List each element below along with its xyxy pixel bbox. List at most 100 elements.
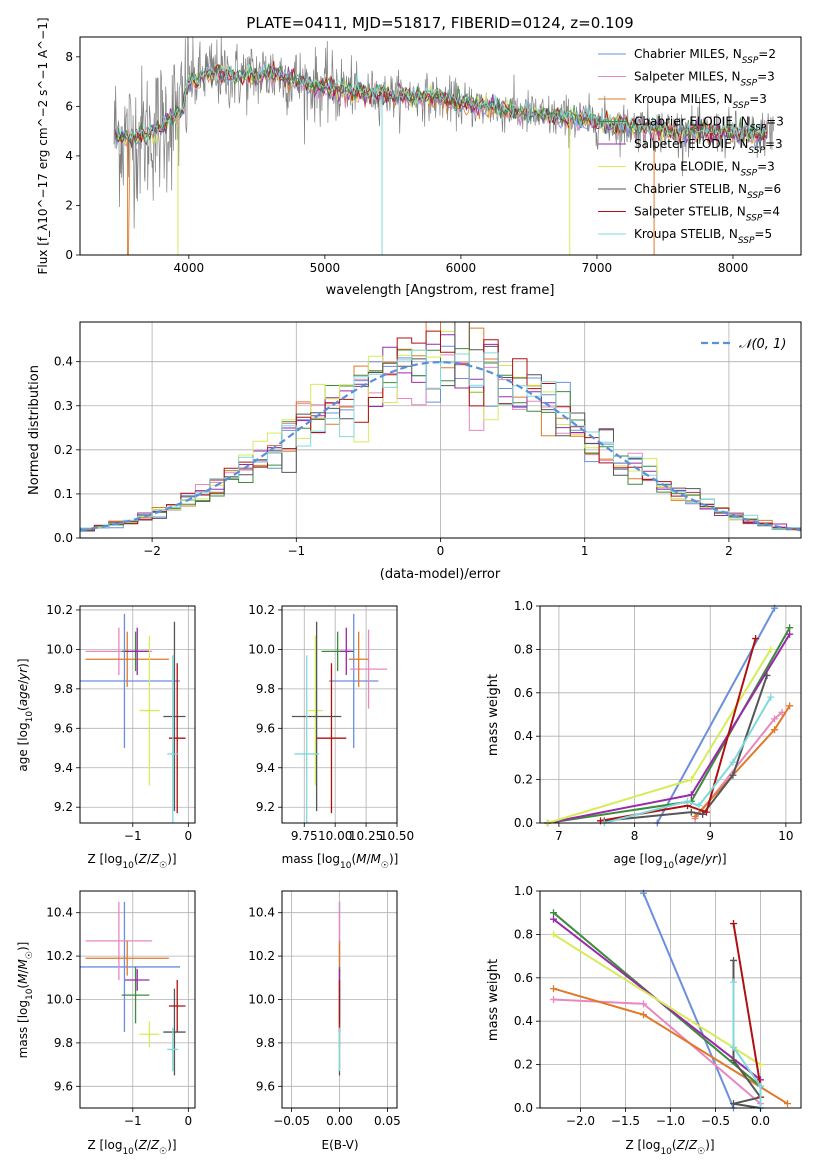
age-vs-z-x-axis-label: Z [log10(Z/Z☉)] <box>87 852 176 871</box>
series-marker-salpeter_miles <box>550 996 557 1003</box>
plot-data <box>113 37 774 255</box>
histogram-kroupa_stelib <box>80 349 801 532</box>
age-vs-mass-x-axis-label: mass [log10(M/M☉)] <box>282 852 399 871</box>
x-tick-label: 6000 <box>446 261 477 275</box>
axes-border <box>539 605 802 824</box>
axes-border <box>79 321 802 539</box>
y-tick-label: 10.2 <box>248 603 275 617</box>
plot-data <box>80 613 186 823</box>
plot-data <box>291 613 388 823</box>
massweight-vs-age-panel: 7 8 9 10 0.0 0.2 0.4 0.6 0.8 1.0 age [log10(age/yr… <box>486 599 802 871</box>
y-tick-label: 9.6 <box>256 721 275 735</box>
massweight-vs-age-x-axis-label: age [log10(age/yr)] <box>613 852 726 871</box>
y-tick-label: 0.3 <box>54 399 73 413</box>
spectrum-legend: Chabrier MILES, NSSP=2 Salpeter MILES, NS… <box>598 47 784 246</box>
series-marker-kroupa_stelib <box>767 693 775 701</box>
series-marker-kroupa_stelib <box>684 797 692 805</box>
y-tick-label: 0.0 <box>514 816 533 830</box>
x-tick-label: 8 <box>631 829 639 843</box>
x-tick-label: −1.0 <box>656 1114 685 1128</box>
x-tick-label: −2 <box>143 544 161 558</box>
x-tick-label: −1 <box>287 544 305 558</box>
y-tick-label: 1.0 <box>514 884 533 898</box>
y-tick-label: 0.2 <box>514 773 533 787</box>
y-tick-label: 2 <box>65 198 73 212</box>
series-marker-kroupa_stelib <box>730 978 737 986</box>
spectrum-panel: Chabrier MILES, NSSP=2 Salpeter MILES, NS… <box>36 17 802 298</box>
x-tick-label: 0.0 <box>751 1114 770 1128</box>
series-marker-chabrier_stelib <box>763 671 771 679</box>
y-tick-label: 0.2 <box>54 443 73 457</box>
series-marker-chabrier_stelib <box>730 1100 737 1108</box>
x-tick-label: 0 <box>185 829 193 843</box>
x-tick-label: 10.50 <box>380 829 414 843</box>
series-marker-chabrier_stelib <box>730 1056 737 1064</box>
x-tick-label: 2 <box>725 544 733 558</box>
axes-border <box>79 36 802 256</box>
series-marker-kroupa_stelib <box>729 758 737 766</box>
y-tick-label: 8 <box>65 50 73 64</box>
series-line-kroupa_stelib <box>732 982 762 1108</box>
massweight-vs-age-y-axis-label: mass weight <box>486 674 501 756</box>
series-marker-kroupa_miles <box>771 726 779 734</box>
series-line-chabrier_miles <box>642 892 735 1109</box>
y-tick-label: 10.2 <box>248 949 275 963</box>
series-marker-kroupa_miles <box>640 1011 647 1019</box>
residuals-x-axis-label: (data-model)/error <box>380 567 501 582</box>
axes-border <box>281 605 398 824</box>
x-tick-label: 7 <box>555 829 563 843</box>
plot-background <box>540 606 801 823</box>
legend-label-kroupa_stelib: Kroupa STELIB, NSSP=5 <box>634 227 772 246</box>
y-tick-label: 9.8 <box>54 1036 73 1050</box>
y-tick-label: 9.8 <box>54 682 73 696</box>
x-tick-label: −2.0 <box>566 1114 595 1128</box>
mass-vs-metallicity-panel: −1 0 9.6 9.8 10.0 10.2 10.4 Z [log10(Z/Z☉)] mass… <box>16 890 196 1157</box>
series-marker-salpeter_elodie <box>687 791 695 799</box>
y-tick-label: 10.0 <box>248 993 275 1007</box>
series-marker-kroupa_miles <box>786 702 794 710</box>
series-marker-chabrier_stelib <box>699 810 707 818</box>
plot-data <box>80 901 186 1076</box>
legend-label-salpeter_miles: Salpeter MILES, NSSP=3 <box>634 70 775 89</box>
residuals-legend-label: 𝒩(0, 1) <box>739 337 786 352</box>
series-marker-chabrier_elodie <box>786 624 794 632</box>
series-marker-kroupa_miles <box>691 812 699 820</box>
x-tick-label: −1 <box>124 1114 142 1128</box>
x-tick-label: 0.05 <box>374 1114 401 1128</box>
x-tick-label: −0.05 <box>273 1114 310 1128</box>
x-tick-label: 10.00 <box>318 829 352 843</box>
y-tick-label: 9.6 <box>256 1079 275 1093</box>
y-tick-label: 10.0 <box>248 642 275 656</box>
y-tick-label: 9.4 <box>54 761 73 775</box>
series-marker-chabrier_elodie <box>550 909 557 917</box>
plot-data <box>544 604 794 827</box>
series-marker-chabrier_stelib <box>730 956 737 964</box>
legend-label-kroupa_elodie: Kroupa ELODIE, NSSP=3 <box>634 160 775 179</box>
mass-vs-z-x-axis-label: Z [log10(Z/Z☉)] <box>87 1138 176 1157</box>
y-tick-label: 0.4 <box>514 1014 533 1028</box>
series-marker-chabrier_stelib <box>687 808 695 816</box>
y-tick-label: 6 <box>65 99 73 113</box>
figure-title: PLATE=0411, MJD=51817, FIBERID=0124, z=0… <box>246 14 633 32</box>
x-tick-label: 5000 <box>310 261 341 275</box>
series-marker-kroupa_elodie <box>550 930 557 938</box>
age-vs-z-y-axis-label: age [log10(age/yr)] <box>16 658 35 771</box>
legend-label-kroupa_miles: Kroupa MILES, NSSP=3 <box>634 92 767 111</box>
series-marker-salpeter_elodie <box>550 915 557 923</box>
y-tick-label: 9.4 <box>256 761 275 775</box>
y-tick-label: 4 <box>65 149 73 163</box>
series-marker-kroupa_stelib <box>757 1082 764 1090</box>
mass-vs-ebv-panel: −0.05 0.00 0.05 9.6 9.8 10.0 10.2 10.4 E(B-V) <box>248 890 401 1152</box>
series-marker-salpeter_stelib <box>730 920 737 928</box>
x-tick-label: 0 <box>437 544 445 558</box>
series-marker-salpeter_stelib <box>702 808 710 816</box>
y-tick-label: 10.2 <box>46 603 73 617</box>
x-tick-label: 4000 <box>174 261 205 275</box>
age-vs-metallicity-panel: −1 0 9.2 9.4 9.6 9.8 10.0 10.2 Z [log10(Z/Z☉)] ag… <box>16 603 196 871</box>
y-tick-label: 9.8 <box>256 1036 275 1050</box>
series-marker-chabrier_stelib <box>729 771 737 779</box>
y-tick-label: 0 <box>65 248 73 262</box>
axes-border <box>79 890 196 1109</box>
y-tick-label: 0.8 <box>514 642 533 656</box>
